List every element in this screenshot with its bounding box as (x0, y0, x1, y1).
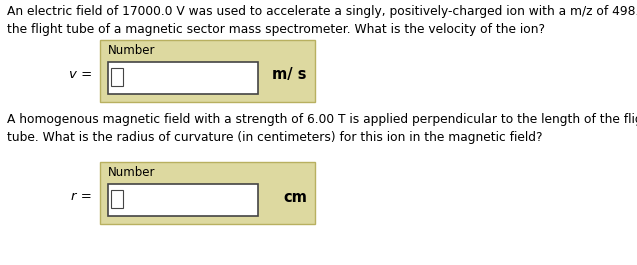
FancyBboxPatch shape (108, 62, 258, 94)
Text: Number: Number (108, 166, 155, 179)
FancyBboxPatch shape (108, 184, 258, 216)
Text: cm: cm (283, 189, 307, 205)
FancyBboxPatch shape (100, 40, 315, 102)
FancyBboxPatch shape (111, 190, 123, 208)
Text: Number: Number (108, 44, 155, 57)
FancyBboxPatch shape (111, 68, 123, 86)
Text: A homogenous magnetic field with a strength of 6.00 T is applied perpendicular t: A homogenous magnetic field with a stren… (7, 113, 637, 144)
FancyBboxPatch shape (100, 162, 315, 224)
Text: v =: v = (69, 68, 92, 82)
Text: An electric field of 17000.0 V was used to accelerate a singly, positively-charg: An electric field of 17000.0 V was used … (7, 5, 637, 36)
Text: r =: r = (71, 191, 92, 204)
Text: m/ s: m/ s (273, 68, 307, 82)
